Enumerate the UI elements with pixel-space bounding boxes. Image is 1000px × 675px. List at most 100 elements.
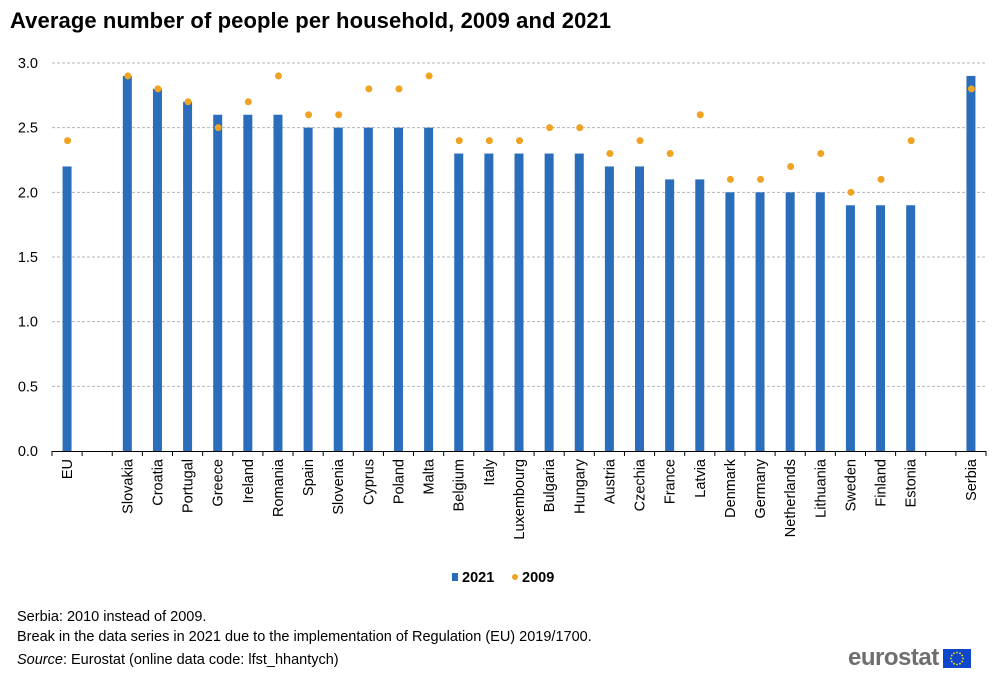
x-tick-label: Netherlands	[783, 459, 799, 537]
y-tick-label: 0.0	[18, 444, 38, 460]
bar-2021	[695, 179, 705, 451]
source-line: Source: Eurostat (online data code: lfst…	[17, 652, 339, 668]
bar-2021	[152, 88, 162, 451]
dot-2009	[546, 124, 554, 132]
bar-2021	[183, 101, 193, 452]
source-text: : Eurostat (online data code: lfst_hhant…	[62, 652, 339, 668]
x-tick-label: Finland	[874, 459, 890, 507]
bar-2021	[213, 114, 223, 451]
dot-2009	[485, 137, 493, 145]
dot-2009	[576, 124, 584, 132]
dot-2009	[757, 175, 765, 183]
dot-2009	[696, 111, 704, 119]
bar-2021	[273, 114, 283, 451]
x-tick-label: Austria	[602, 458, 618, 504]
dot-2009	[124, 72, 132, 80]
bar-2021	[815, 192, 825, 452]
dot-2009	[666, 150, 674, 158]
flag-star	[952, 651, 955, 654]
note-serbia: Serbia: 2010 instead of 2009.	[17, 609, 207, 625]
bar-2021	[845, 205, 855, 451]
dot-2009	[365, 85, 373, 93]
x-tick-label: Germany	[753, 458, 769, 518]
x-tick-label: Sweden	[843, 459, 859, 511]
dot-2009	[335, 111, 343, 119]
note-break-in-series: Break in the data series in 2021 due to …	[17, 629, 592, 645]
bar-2021	[303, 127, 313, 452]
flag-star	[950, 654, 953, 656]
flag-background	[942, 648, 971, 668]
x-tick-label: Slovenia	[331, 458, 347, 515]
flag-star	[955, 663, 958, 665]
flag-star	[955, 651, 958, 653]
x-tick-label: Slovakia	[120, 458, 136, 514]
dot-2009	[64, 137, 72, 145]
bar-2021	[966, 75, 976, 451]
x-tick-label: Poland	[391, 459, 407, 504]
x-tick-label: Czechia	[633, 458, 649, 511]
bar-2021	[544, 153, 554, 452]
x-tick-label: Hungary	[572, 458, 588, 514]
dot-2009	[244, 98, 252, 106]
flag-star	[960, 660, 963, 662]
bar-series-2021	[62, 75, 976, 452]
bar-2021	[333, 127, 343, 452]
dot-series-2009	[64, 72, 975, 196]
dot-2009	[516, 137, 523, 145]
x-tick-label: Cyprus	[361, 459, 377, 505]
y-tick-label: 1.0	[18, 315, 38, 331]
legend-label-2009: 2009	[522, 570, 554, 586]
flag-star	[961, 657, 964, 659]
dot-2009	[305, 111, 313, 119]
dot-2009	[455, 137, 463, 145]
bar-2021	[635, 166, 645, 451]
bar-2021	[243, 114, 253, 451]
bar-2021	[393, 127, 403, 452]
dot-2009	[907, 137, 915, 145]
flag-star	[958, 651, 961, 654]
dot-2009	[214, 124, 222, 132]
legend-bar-swatch	[452, 573, 458, 581]
flag-star	[958, 662, 961, 665]
flag-star	[960, 654, 963, 656]
x-tick-label: Luxembourg	[512, 459, 528, 540]
x-tick-label: Greece	[211, 459, 227, 507]
x-tick-label: Serbia	[964, 458, 980, 501]
x-tick-label: Italy	[482, 458, 498, 485]
x-tick-label: Estonia	[904, 458, 920, 507]
bar-2021	[755, 192, 765, 452]
dot-2009	[967, 85, 975, 93]
bar-2021	[906, 205, 916, 451]
bar-2021	[424, 127, 434, 452]
bar-2021	[604, 166, 614, 451]
x-tick-label: France	[663, 459, 679, 504]
eurostat-logo: eurostat	[848, 644, 971, 671]
dot-2009	[847, 188, 855, 196]
x-axis	[51, 451, 987, 456]
x-tick-label: Lithuania	[813, 458, 829, 518]
x-tick-label: EU	[60, 459, 76, 479]
y-tick-label: 0.5	[18, 379, 38, 395]
flag-star	[950, 660, 953, 662]
dot-2009	[817, 150, 825, 158]
flag-star	[949, 657, 952, 659]
chart-title: Average number of people per household, …	[10, 8, 612, 33]
bar-2021	[363, 127, 373, 452]
x-tick-label: Malta	[422, 458, 438, 494]
y-axis-ticks: 0.0 0.5 1.0 1.5 2.0 2.5 3.0	[18, 56, 38, 460]
x-axis-labels: EU Slovakia Croatia Portugal Greece Ireland Ro…	[60, 458, 980, 540]
dot-2009	[395, 85, 403, 93]
dot-2009	[425, 72, 433, 80]
dot-2009	[636, 137, 644, 145]
flag-star	[952, 662, 955, 665]
x-tick-label: Belgium	[452, 459, 468, 511]
x-tick-label: Croatia	[150, 458, 166, 506]
dot-2009	[726, 175, 734, 183]
dot-2009	[184, 98, 192, 106]
dot-2009	[606, 150, 614, 158]
dot-2009	[274, 72, 282, 80]
bar-2021	[725, 192, 735, 452]
x-tick-label: Portugal	[181, 459, 197, 513]
y-tick-label: 3.0	[18, 56, 38, 72]
